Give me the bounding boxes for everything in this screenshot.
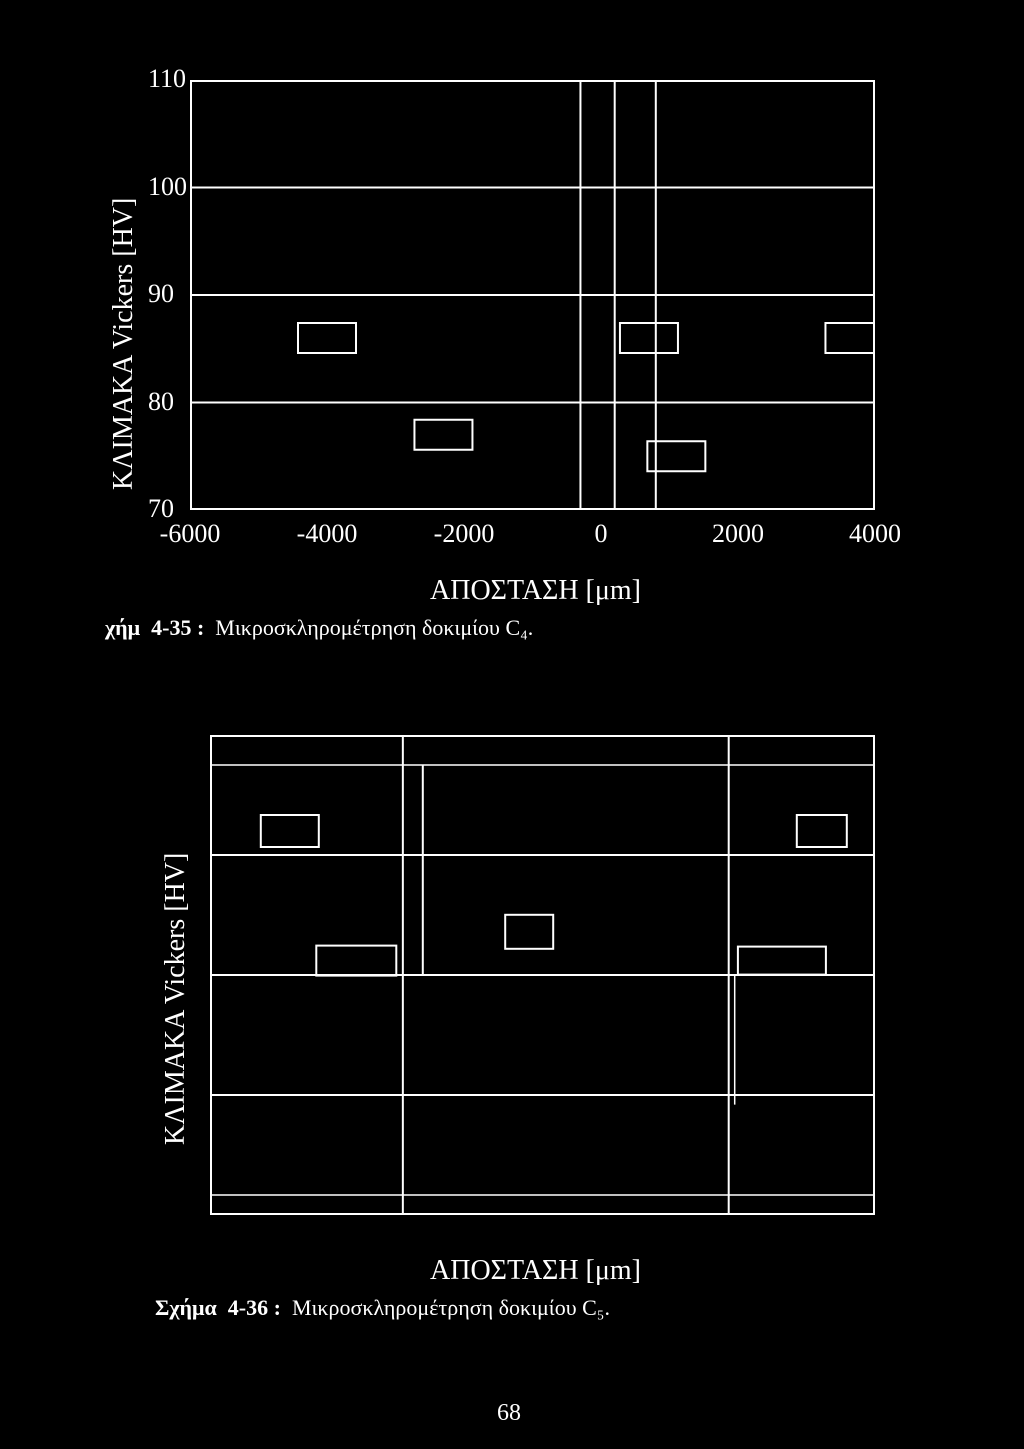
chart-c4-ylabel: ΚΛΙΜΑΚΑ Vickers [HV] (108, 198, 140, 490)
ytick-label: 80 (148, 387, 174, 417)
chart-c4-plot (190, 80, 875, 510)
chart-c4-caption: χήμ 4-35 : Μικροσκληρομέτρηση δοκιμίου C… (105, 615, 533, 641)
xtick-label: -4000 (292, 519, 362, 549)
page-number: 68 (497, 1400, 521, 1427)
ytick-label: 110 (148, 64, 186, 94)
chart-c5-plot (210, 735, 875, 1215)
caption-bold: 4-36 : (228, 1295, 281, 1320)
page: ΚΛΙΜΑΚΑ Vickers [HV] 708090100110 -6000-… (0, 0, 1024, 1449)
xtick-label: 0 (566, 519, 636, 549)
caption-rest: Μικροσκληρομέτρηση δοκιμίου C₅. (292, 1295, 610, 1320)
chart-c5-ylabel: ΚΛΙΜΑΚΑ Vickers [HV] (160, 853, 192, 1145)
chart-c4-xlabel: ΑΠΟΣΤΑΣΗ [μm] (430, 575, 641, 607)
xtick-label: 2000 (703, 519, 773, 549)
ytick-label: 90 (148, 279, 174, 309)
caption-rest: Μικροσκληρομέτρηση δοκιμίου C₄. (215, 615, 533, 640)
xtick-label: 4000 (840, 519, 910, 549)
xtick-label: -6000 (155, 519, 225, 549)
caption-bold: 4-35 : (151, 615, 204, 640)
chart-c5-caption: Σχήμα 4-36 : Μικροσκληρομέτρηση δοκιμίου… (155, 1295, 610, 1321)
caption-prefix: Σχήμα (155, 1295, 217, 1320)
chart-c4 (190, 80, 875, 510)
ytick-label: 100 (148, 172, 187, 202)
chart-c5 (210, 735, 875, 1215)
chart-c5-xlabel: ΑΠΟΣΤΑΣΗ [μm] (430, 1255, 641, 1287)
xtick-label: -2000 (429, 519, 499, 549)
caption-prefix: χήμ (105, 615, 140, 640)
